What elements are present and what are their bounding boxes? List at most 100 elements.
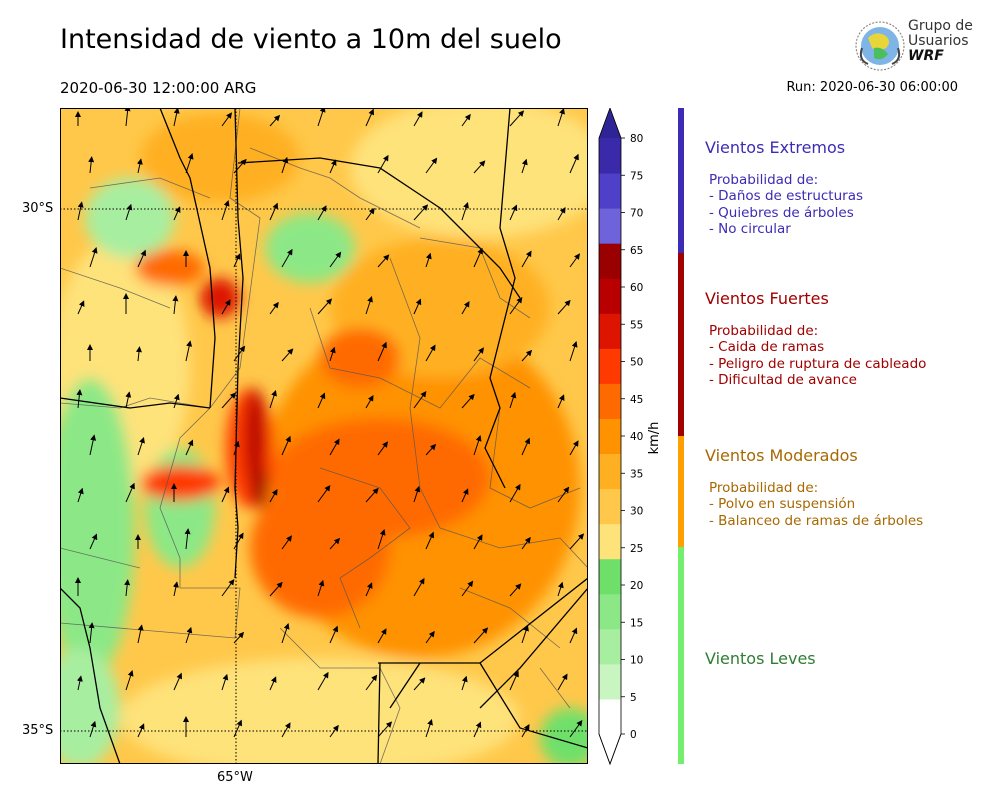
wind-arrow	[521, 250, 532, 268]
wind-arrow	[377, 341, 387, 362]
wind-arrow	[509, 483, 521, 503]
colorbar-tick-label: 20	[630, 580, 643, 592]
wind-arrow	[221, 392, 237, 409]
wind-arrow	[184, 528, 191, 550]
wind-arrow	[509, 296, 523, 315]
wind-arrow	[317, 205, 327, 221]
wind-arrow	[461, 675, 468, 691]
logo-line-2: Usuarios	[908, 33, 969, 49]
country-borders	[60, 108, 588, 764]
category-color-bar	[678, 108, 684, 764]
wind-arrow	[425, 157, 438, 174]
wind-arrow	[377, 254, 390, 268]
wind-arrow	[425, 630, 435, 644]
wind-arrow	[221, 112, 232, 127]
wind-arrow	[569, 253, 580, 268]
wind-arrow	[221, 673, 229, 691]
wind-arrow	[509, 391, 517, 409]
wind-arrow	[124, 108, 131, 127]
colorbar-tick-label: 40	[630, 431, 643, 443]
colorbar-tick-label: 75	[630, 170, 643, 182]
colorbar-segment	[599, 173, 621, 209]
wind-arrow	[137, 624, 144, 644]
wind-arrow	[317, 108, 326, 127]
wind-arrow	[413, 298, 422, 315]
wind-arrow	[365, 108, 375, 127]
lat-label-30s: 30°S	[22, 201, 54, 216]
wind-vectors	[75, 108, 585, 738]
wind-arrow	[281, 722, 291, 738]
desc-line: Probabilidad de:	[709, 172, 819, 188]
globe-logo-icon	[855, 21, 905, 71]
category-title-extremos: Vientos Extremos	[705, 138, 846, 157]
wind-arrow	[365, 295, 373, 315]
wind-arrow	[365, 582, 373, 597]
wind-arrow	[269, 489, 278, 503]
category-bar-moderados	[678, 436, 684, 547]
wind-arrow	[413, 677, 426, 691]
colorbar-overflow-triangle	[599, 108, 621, 138]
wind-arrow	[77, 487, 84, 503]
wind-arrow	[173, 108, 180, 127]
colorbar-segment	[599, 138, 621, 174]
colorbar-tick-label: 0	[630, 729, 637, 741]
wind-arrow	[557, 486, 570, 503]
wind-arrow	[377, 721, 393, 738]
wind-arrow	[461, 113, 471, 127]
wind-arrow	[365, 207, 375, 221]
wind-arrow	[365, 487, 379, 503]
wind-arrow	[172, 295, 179, 315]
wind-arrow	[269, 389, 277, 409]
wind-arrow	[185, 340, 193, 362]
wind-arrow	[473, 534, 483, 550]
wind-arrow	[509, 583, 522, 597]
wind-arrow	[89, 434, 97, 456]
wind-arrow	[473, 347, 484, 362]
logo-line-1: Grupo de	[908, 18, 973, 34]
lon-label-65w: 65°W	[217, 770, 253, 785]
wind-arrow	[461, 393, 475, 409]
category-title-fuertes: Vientos Fuertes	[705, 289, 829, 308]
wind-arrow	[125, 670, 134, 691]
wind-arrow	[425, 344, 436, 362]
wind-arrow	[173, 206, 181, 221]
category-bar-fuertes	[678, 253, 684, 436]
wind-arrow	[377, 154, 389, 174]
desc-line: - Caida de ramas	[709, 339, 825, 356]
category-bar-extremos	[678, 108, 684, 253]
wind-arrow	[557, 299, 571, 315]
wind-arrow	[569, 153, 579, 174]
wind-arrow	[125, 391, 132, 409]
wind-arrow	[365, 674, 378, 691]
desc-line: - No circular	[709, 220, 791, 237]
wind-arrow	[413, 204, 429, 221]
wind-arrow	[76, 675, 83, 691]
wind-arrow	[137, 249, 147, 268]
category-title-leves: Vientos Leves	[705, 649, 816, 668]
colorbar-segment	[599, 628, 621, 665]
category-title-moderados: Vientos Moderados	[705, 446, 858, 465]
wind-arrow	[233, 532, 244, 550]
wind-arrow	[413, 485, 421, 503]
wind-arrow	[461, 201, 469, 221]
wind-arrow	[413, 390, 427, 409]
colorbar-tick-label: 25	[630, 543, 643, 555]
wind-arrow	[233, 631, 245, 644]
valid-time: 2020-06-30 12:00:00 ARG	[60, 79, 257, 97]
wind-arrow	[269, 676, 277, 691]
desc-line: - Polvo en suspensión	[709, 496, 856, 513]
wind-arrow	[329, 724, 339, 738]
wind-arrow	[377, 529, 386, 550]
logo-text: Grupo de Usuarios WRF	[908, 19, 973, 64]
wind-arrow	[281, 348, 294, 362]
wind-arrow	[173, 393, 180, 409]
wind-arrow	[569, 533, 585, 550]
colorbar-tick-label: 45	[630, 394, 643, 406]
province-borders	[60, 108, 588, 764]
category-desc-extremos: Probabilidad de: - Daños de estructuras …	[709, 172, 863, 237]
desc-line: Probabilidad de:	[709, 480, 819, 496]
wind-arrow	[125, 482, 135, 503]
colorbar-segment	[599, 488, 621, 525]
colorbar-underflow-triangle	[598, 733, 622, 766]
colorbar-tick-label: 60	[630, 282, 643, 294]
